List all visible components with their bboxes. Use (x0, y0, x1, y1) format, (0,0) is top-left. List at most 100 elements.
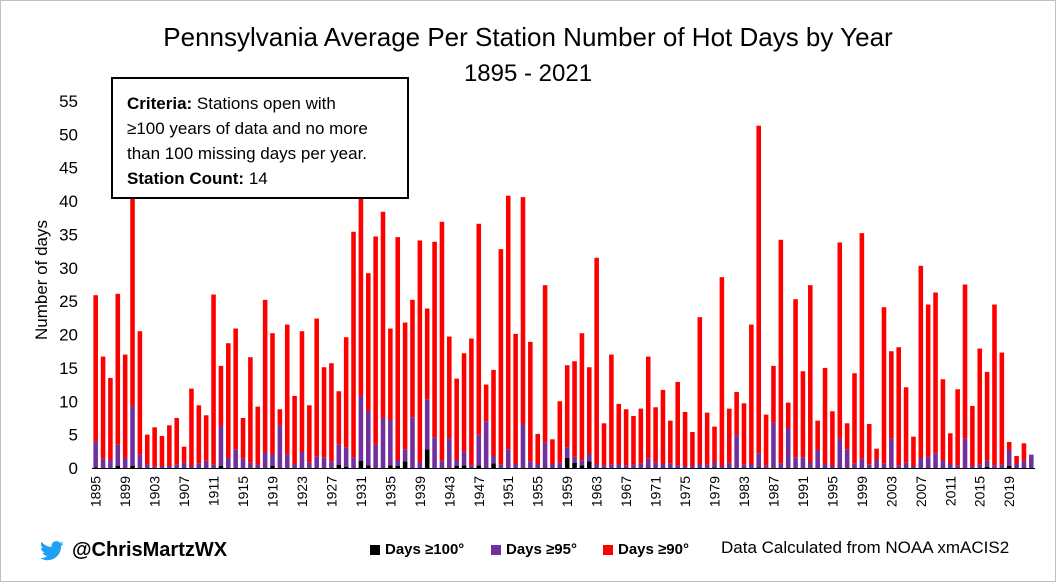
legend-item-90: Days ≥90° (603, 541, 689, 558)
bar-days-90 (292, 395, 297, 464)
bar-days-95 (439, 460, 445, 468)
bar-days-90 (203, 415, 209, 461)
bar-days-95 (808, 461, 813, 468)
bar-days-90 (844, 423, 850, 450)
x-tick-label: 1963 (589, 476, 605, 507)
criteria-text-2: ≥100 years of data and no more (127, 119, 368, 138)
legend-item-95: Days ≥95° (491, 541, 577, 558)
bar-days-90 (1006, 441, 1012, 450)
bar-days-95 (93, 441, 98, 468)
bar-days-95 (343, 447, 349, 467)
bar-days-95 (881, 463, 887, 468)
bar-days-90 (93, 295, 98, 442)
bar-days-95 (763, 465, 769, 468)
bar-days-95 (896, 465, 901, 468)
x-tick-label: 1995 (824, 476, 840, 507)
bar-days-90 (528, 341, 533, 462)
bar-days-95 (903, 462, 909, 468)
bar-days-90 (830, 411, 835, 466)
bar-days-95 (410, 417, 415, 468)
bar-days-95 (778, 463, 784, 468)
y-tick-label: 10 (59, 392, 78, 411)
bar-days-95 (358, 395, 364, 461)
bar-days-90 (226, 343, 231, 458)
bar-days-95 (785, 427, 791, 468)
x-tick-label: 1991 (795, 476, 811, 507)
bar-days-95 (1006, 449, 1012, 466)
bar-days-90 (380, 211, 386, 418)
x-tick-label: 1895 (88, 476, 104, 507)
bar-days-90 (631, 415, 636, 465)
bar-days-90 (962, 284, 968, 439)
bar-days-90 (881, 307, 887, 464)
bar-days-90 (299, 331, 305, 452)
bar-days-90 (417, 240, 423, 462)
twitter-handle-text: @ChrisMartzWX (72, 539, 228, 561)
x-tick-label: 2015 (972, 476, 988, 507)
bar-days-90 (550, 439, 555, 464)
x-tick-label: 2011 (942, 476, 958, 506)
bar-days-95 (918, 457, 924, 468)
bar-days-95 (682, 466, 688, 468)
y-tick-label: 20 (59, 326, 78, 345)
bar-days-95 (793, 457, 798, 468)
bar-days-90 (491, 369, 496, 456)
bar-days-95 (248, 462, 253, 468)
bar-days-95 (483, 421, 489, 468)
criteria-text-3: than 100 missing days per year. (127, 144, 368, 163)
x-tick-label: 1907 (176, 476, 192, 507)
bar-days-100 (572, 462, 577, 468)
station-count-value: 14 (244, 169, 268, 188)
bar-days-100 (579, 465, 585, 468)
bar-days-90 (970, 405, 975, 466)
bar-days-95 (498, 464, 504, 468)
bar-days-95 (977, 464, 983, 468)
bar-days-95 (336, 444, 342, 465)
bar-days-90 (447, 336, 452, 439)
bar-days-90 (719, 277, 725, 466)
bar-days-90 (682, 411, 688, 466)
bar-days-90 (587, 367, 592, 454)
bar-days-95 (535, 464, 540, 468)
bar-days-95 (749, 464, 754, 468)
bar-days-90 (874, 448, 879, 460)
bar-days-90 (623, 409, 629, 466)
bar-days-95 (100, 458, 106, 468)
bar-days-90 (572, 361, 577, 457)
station-count-label: Station Count: (127, 169, 245, 188)
bar-days-95 (587, 453, 592, 462)
bar-days-95 (115, 444, 121, 466)
bar-days-100 (476, 465, 482, 468)
bar-days-95 (542, 442, 548, 468)
x-tick-label: 1927 (323, 476, 339, 507)
bar-days-100 (756, 467, 762, 468)
twitter-handle[interactable]: @ChrisMartzWX (40, 539, 227, 562)
bar-days-90 (984, 371, 990, 461)
bar-days-90 (859, 233, 865, 459)
bar-days-90 (726, 408, 732, 463)
bar-days-95 (668, 463, 673, 468)
x-tick-label: 2019 (1001, 476, 1017, 507)
bar-days-90 (977, 348, 983, 465)
bar-days-100 (115, 466, 121, 468)
bar-days-95 (159, 466, 165, 468)
bar-days-90 (277, 409, 283, 426)
bar-days-95 (955, 465, 960, 468)
bar-days-90 (137, 331, 143, 455)
bar-days-90 (697, 317, 703, 464)
bar-days-90 (660, 389, 666, 464)
bar-days-95 (631, 464, 636, 468)
bar-days-90 (439, 221, 445, 461)
bar-days-95 (424, 399, 430, 450)
y-tick-label: 50 (59, 125, 78, 144)
bar-days-90 (307, 405, 312, 463)
x-tick-label: 1931 (353, 476, 369, 507)
bar-days-95 (1021, 460, 1027, 468)
bar-days-90 (373, 236, 378, 445)
bar-days-90 (594, 257, 599, 464)
bar-days-95 (108, 459, 113, 468)
bar-days-90 (579, 333, 585, 461)
bar-days-90 (822, 367, 828, 464)
bar-days-90 (564, 365, 570, 448)
x-tick-label: 1915 (235, 476, 251, 507)
